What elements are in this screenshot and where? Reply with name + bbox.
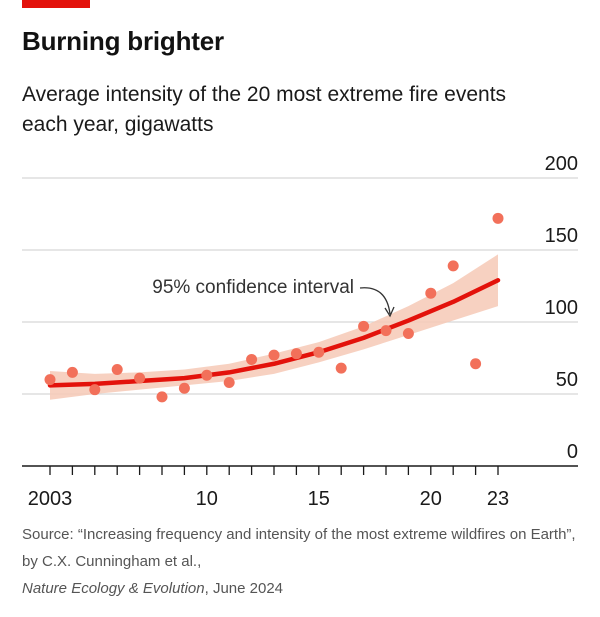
data-points bbox=[44, 212, 504, 403]
data-point bbox=[156, 391, 168, 403]
data-point bbox=[470, 358, 482, 370]
x-tick-label: 2003 bbox=[28, 488, 73, 510]
source-journal: Nature Ecology & Evolution bbox=[22, 580, 205, 597]
data-point bbox=[134, 372, 146, 384]
x-tick-label: 15 bbox=[308, 488, 330, 510]
chart-subtitle: Average intensity of the 20 most extreme… bbox=[22, 83, 507, 136]
confidence-interval-annotation: 95% confidence interval bbox=[152, 277, 354, 298]
annotation-arrowhead bbox=[384, 306, 395, 318]
y-tick-label: 100 bbox=[545, 297, 578, 319]
y-tick-label: 150 bbox=[545, 225, 578, 247]
data-point bbox=[380, 325, 392, 337]
data-point bbox=[313, 346, 325, 358]
brand-accent-bar bbox=[22, 0, 90, 8]
data-point bbox=[201, 369, 213, 381]
data-point bbox=[268, 349, 280, 361]
scatter-chart: 2003 10 15 20 23 0 50 100 150 200 95% confidence… bbox=[22, 153, 578, 510]
data-point bbox=[44, 374, 56, 386]
y-tick-label: 0 bbox=[567, 441, 578, 463]
data-point bbox=[447, 260, 459, 272]
source-note: Source: “Increasing frequency and intens… bbox=[22, 521, 582, 602]
trend-line-layer bbox=[47, 277, 501, 388]
chart-title: Burning brighter bbox=[22, 26, 224, 56]
data-point bbox=[89, 384, 101, 396]
trend-line bbox=[47, 277, 501, 388]
annotation: 95% confidence interval bbox=[152, 277, 395, 318]
data-point bbox=[425, 287, 437, 299]
data-point bbox=[246, 353, 258, 365]
gridlines bbox=[22, 177, 578, 395]
data-point bbox=[178, 382, 190, 394]
x-axis: 2003 10 15 20 23 bbox=[22, 465, 578, 510]
data-point bbox=[335, 362, 347, 374]
source-text: Source: “Increasing frequency and intens… bbox=[22, 526, 576, 570]
data-point bbox=[290, 348, 302, 360]
data-point bbox=[358, 320, 370, 332]
y-axis-labels: 0 50 100 150 200 bbox=[545, 153, 578, 463]
data-point bbox=[66, 366, 78, 378]
x-tick-label: 20 bbox=[420, 488, 442, 510]
y-tick-label: 200 bbox=[545, 153, 578, 175]
data-point bbox=[223, 376, 235, 388]
data-point bbox=[492, 212, 504, 224]
data-point bbox=[402, 328, 414, 340]
x-tick-label: 23 bbox=[487, 488, 509, 510]
annotation-leader-line bbox=[359, 287, 391, 315]
x-tick-label: 10 bbox=[196, 488, 218, 510]
source-date: , June 2024 bbox=[204, 580, 284, 597]
data-point bbox=[111, 364, 123, 376]
y-tick-label: 50 bbox=[556, 369, 578, 391]
